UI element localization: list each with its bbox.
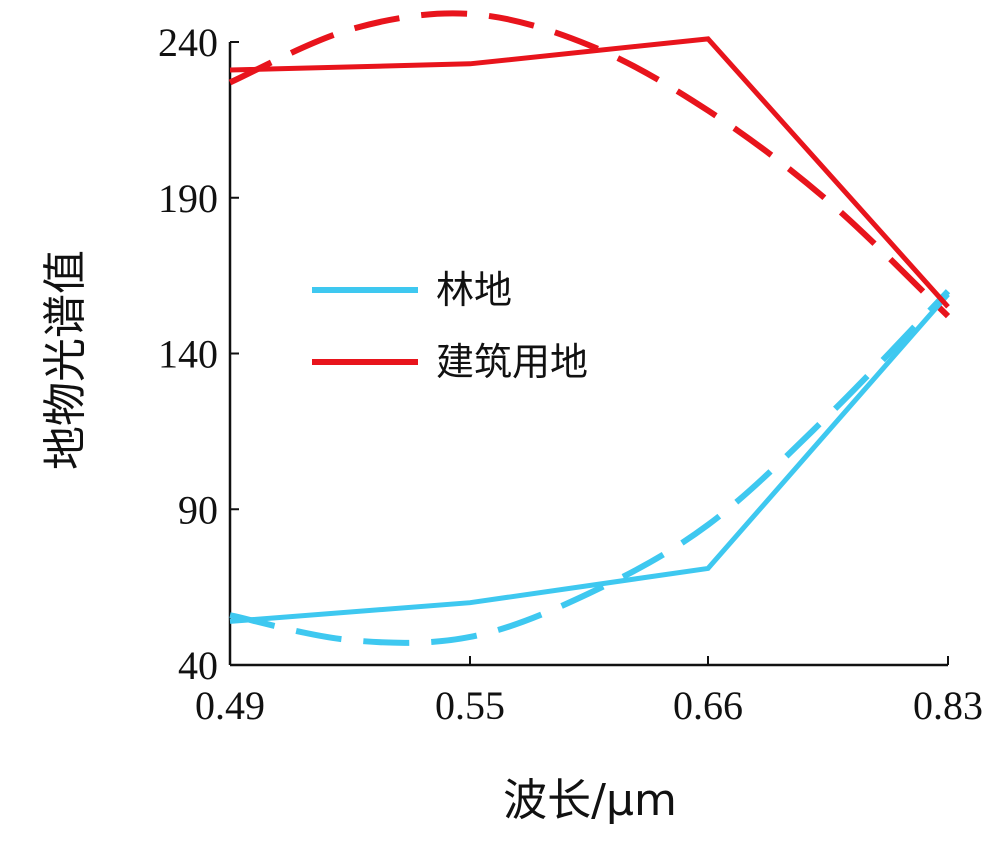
y-tick-label: 40 — [178, 643, 218, 688]
x-tick-label: 0.66 — [673, 683, 743, 728]
legend-label: 建筑用地 — [436, 340, 588, 384]
y-ticks: 40 90 140 190 240 — [158, 20, 239, 688]
series-line-forest — [229, 292, 950, 624]
fitted-curves — [228, 10, 951, 646]
y-tick-label: 240 — [158, 20, 218, 65]
series-line-built-up — [229, 36, 950, 309]
y-axis-title: 地物光谱值 — [40, 250, 91, 470]
x-tick-label: 0.55 — [435, 683, 505, 728]
series-lines — [229, 36, 950, 624]
y-tick-label: 90 — [178, 487, 218, 532]
x-axis-title: 波长/μm — [503, 775, 677, 826]
y-tick-label: 140 — [158, 332, 218, 377]
axes — [228, 42, 948, 667]
fitted-curve-forest — [229, 289, 951, 646]
x-ticks: 0.49 0.55 0.66 0.83 — [195, 656, 983, 728]
x-tick-label: 0.83 — [913, 683, 983, 728]
fitted-curve-built-up — [228, 10, 951, 319]
y-tick-label: 190 — [158, 176, 218, 221]
legend-label: 林地 — [436, 268, 512, 312]
x-tick-label: 0.49 — [195, 683, 265, 728]
